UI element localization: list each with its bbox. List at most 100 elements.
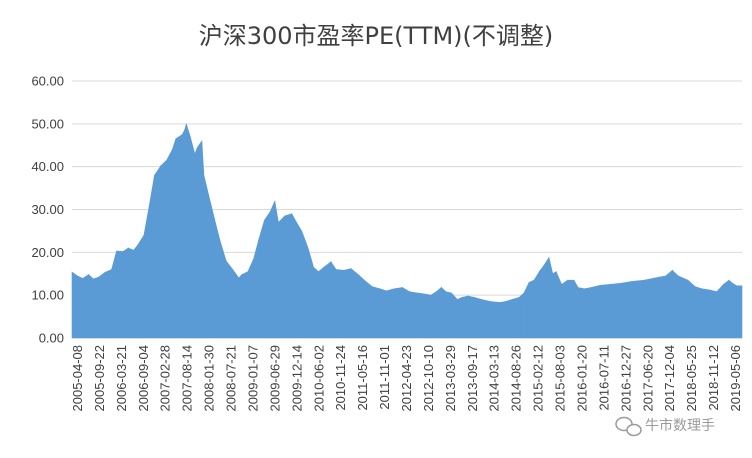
watermark: 牛市数理手: [615, 416, 715, 437]
x-tick-label: 2017-12-04: [662, 345, 677, 412]
area-segment: [654, 275, 667, 339]
y-tick-label: 30.00: [31, 202, 64, 217]
area-segment: [630, 279, 645, 339]
area-segment: [511, 296, 520, 339]
area-segment: [672, 269, 679, 339]
area-segment: [88, 273, 94, 339]
area-segment: [644, 277, 656, 339]
x-tick-label: 2009-12-14: [289, 345, 304, 412]
area-segment: [241, 271, 249, 339]
area-segment: [728, 279, 733, 339]
area-segment: [175, 133, 183, 339]
x-tick-label: 2018-05-25: [684, 345, 699, 412]
area-segment: [208, 196, 215, 339]
area-segment: [172, 138, 177, 339]
area-segment: [274, 200, 279, 339]
area-segment: [584, 287, 592, 339]
area-segment: [93, 276, 99, 339]
area-segment: [409, 291, 418, 339]
area-segment: [577, 287, 585, 339]
y-tick-label: 10.00: [31, 288, 64, 303]
area-segment: [127, 247, 134, 339]
area-segment: [590, 284, 601, 339]
area-segment: [301, 230, 309, 339]
area-segment: [343, 268, 352, 339]
area-segment: [269, 200, 276, 339]
area-segment: [677, 275, 689, 339]
area-segment: [104, 269, 112, 339]
area-segment: [358, 273, 365, 339]
x-tick-label: 2008-01-30: [202, 345, 217, 412]
area-segment: [417, 292, 425, 339]
area-segment: [190, 136, 196, 339]
area-segment: [423, 293, 432, 339]
area-segment: [437, 286, 442, 339]
area-segment: [701, 288, 711, 339]
y-tick-label: 40.00: [31, 159, 64, 174]
x-axis-ticks: 2005-04-08 2005-09-22 2006-03-21 2006-09-04…: [70, 345, 743, 412]
area-segment: [445, 291, 452, 339]
y-tick-label: 20.00: [31, 245, 64, 260]
area-segment: [473, 296, 483, 339]
x-tick-label: 2017-06-20: [640, 345, 655, 412]
x-tick-label: 2012-04-23: [399, 345, 414, 412]
x-tick-label: 2011-11-01: [377, 345, 392, 410]
x-tick-label: 2010-06-02: [311, 345, 326, 412]
area-segment: [694, 286, 703, 339]
area-segment: [461, 295, 469, 339]
x-tick-label: 2016-07-11: [596, 345, 611, 411]
x-tick-label: 2005-04-08: [70, 345, 85, 412]
area-segment: [133, 243, 139, 339]
area-segment: [440, 286, 447, 339]
area-segment: [567, 279, 575, 339]
area-segment: [154, 164, 162, 339]
x-tick-label: 2014-08-26: [509, 345, 524, 412]
area-segment: [386, 288, 395, 339]
area-segment: [98, 271, 106, 339]
area-segment: [723, 279, 730, 339]
area-segment: [82, 274, 89, 339]
x-tick-label: 2015-02-12: [531, 345, 546, 412]
area-segment: [160, 159, 167, 339]
area-segment: [481, 299, 492, 339]
area-segment: [201, 140, 205, 339]
area-segment: [203, 175, 210, 339]
area-segment: [232, 268, 240, 339]
area-segment: [716, 283, 724, 339]
area-segment: [573, 280, 579, 339]
y-axis-ticks: 0.00 10.00 20.00 30.00 40.00 50.00 60.00: [31, 74, 64, 346]
area-segment: [137, 234, 145, 339]
x-tick-label: 2018-11-12: [706, 345, 721, 411]
x-tick-label: 2011-05-16: [355, 345, 370, 411]
series-area: [71, 123, 743, 339]
area-segment: [451, 292, 458, 339]
watermark-text: 牛市数理手: [645, 417, 715, 434]
area-segment: [291, 212, 297, 339]
x-tick-label: 2005-09-22: [92, 345, 107, 412]
area-segment: [379, 288, 387, 339]
area-segment: [561, 279, 568, 339]
area-segment: [736, 285, 743, 339]
y-tick-label: 60.00: [31, 74, 64, 89]
area-segment: [543, 256, 550, 339]
x-tick-label: 2006-09-04: [136, 345, 151, 412]
area-segment: [709, 289, 717, 339]
x-tick-label: 2010-11-24: [333, 345, 348, 411]
area-segment: [350, 267, 359, 339]
y-tick-label: 0.00: [39, 331, 64, 346]
area-segment: [665, 269, 673, 339]
area-segment: [457, 296, 463, 339]
area-segment: [599, 284, 610, 339]
chart-title: 沪深300市盈率PE(TTM)(不调整): [199, 22, 554, 50]
area-segment: [371, 286, 381, 339]
area-segment: [214, 217, 221, 339]
x-tick-label: 2013-03-29: [443, 345, 458, 412]
area-segment: [732, 282, 738, 339]
area-segment: [518, 292, 525, 339]
area-segment: [194, 147, 198, 339]
x-tick-label: 2016-12-27: [618, 345, 633, 412]
area-segment: [552, 271, 557, 339]
area-segment: [284, 213, 293, 339]
